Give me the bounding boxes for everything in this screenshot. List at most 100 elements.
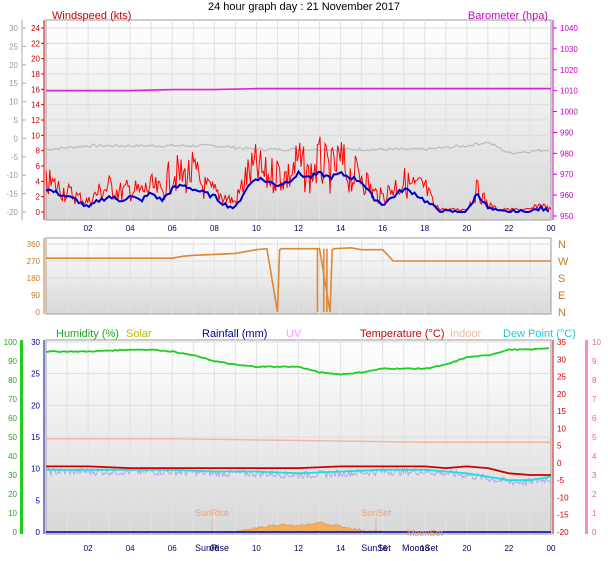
uv-tick-label: 1 <box>592 509 597 518</box>
x-tick-label: 10 <box>252 544 261 553</box>
outer-left-tick-label: 0 <box>14 134 19 143</box>
barometer-line <box>46 87 551 92</box>
x-tick-label: 04 <box>126 544 135 553</box>
outer-left-tick-label: -15 <box>6 190 18 199</box>
uv-tick-label: 8 <box>592 376 597 385</box>
uv-tick-label: 3 <box>592 471 597 480</box>
rainfall-tick-label: 30 <box>31 338 40 347</box>
sunrise-marker: SunRise <box>195 543 229 553</box>
inner-left-tick-label: 14 <box>31 101 40 110</box>
humidity-line <box>45 346 550 376</box>
panel1-x-ticks: 02 04 06 08 10 12 14 16 18 20 22 00 <box>84 224 556 233</box>
outer-left-tick-label: -5 <box>11 153 19 162</box>
x-tick-label: 12 <box>294 224 303 233</box>
inner-left-tick-label: 16 <box>31 85 40 94</box>
temperature-tick-label: 30 <box>557 355 566 364</box>
x-tick-label: 16 <box>378 224 387 233</box>
compass-label: W <box>558 256 569 268</box>
rainfall-tick-label: 5 <box>36 496 41 505</box>
panel1-axes: 302520151050-5-10-15-2024222018161412108… <box>6 20 578 221</box>
x-tick-label: 06 <box>168 544 177 553</box>
uv-tick-label: 4 <box>592 452 597 461</box>
outer-left-tick-label: 15 <box>9 79 18 88</box>
uv-tick-label: 10 <box>592 338 601 347</box>
right-tick-label: 970 <box>560 170 574 179</box>
temperature-tick-label: -10 <box>557 493 569 502</box>
temperature-tick-label: -5 <box>557 476 565 485</box>
x-tick-label: 14 <box>336 544 345 553</box>
humidity-tick-label: 30 <box>8 471 17 480</box>
panel1-series <box>45 87 552 214</box>
x-tick-label: 22 <box>504 224 513 233</box>
direction-tick-label: 90 <box>31 291 40 300</box>
right-tick-label: 960 <box>560 191 574 200</box>
inner-left-tick-label: 6 <box>36 162 41 171</box>
outer-left-tick-label: 25 <box>9 42 18 51</box>
direction-tick-label: 270 <box>27 257 41 266</box>
temperature-tick-label: 5 <box>557 442 562 451</box>
x-tick-label: 00 <box>547 544 556 553</box>
panel3-axes: 1009080706050403020100302520151050353025… <box>4 338 602 537</box>
inner-left-tick-label: 10 <box>31 131 40 140</box>
right-tick-label: 1020 <box>560 66 578 75</box>
humidity-tick-label: 20 <box>8 490 17 499</box>
panel2-grid <box>46 238 551 314</box>
uv-tick-label: 6 <box>592 414 597 423</box>
compass-label: E <box>558 290 565 302</box>
humidity-tick-label: 50 <box>8 433 17 442</box>
x-tick-label: 20 <box>462 544 471 553</box>
x-tick-label: 20 <box>462 224 471 233</box>
wind-direction-line <box>46 246 551 313</box>
panel1-grid <box>46 20 551 220</box>
sunset-marker: SunSet <box>361 543 391 553</box>
moonset-annotation: MoonSet <box>407 528 444 538</box>
temperature-ghost-line <box>45 141 550 155</box>
sunset-annotation: SunSet <box>361 508 391 518</box>
outer-left-tick-label: 20 <box>9 61 18 70</box>
outer-left-tick-label: 30 <box>9 24 18 33</box>
humidity-tick-label: 40 <box>8 452 17 461</box>
compass-label: N <box>558 307 566 319</box>
solar-area <box>214 521 384 533</box>
panel3-x-ticks: 02 04 06 08 10 12 14 16 18 20 22 00 <box>84 544 556 553</box>
dewpoint-label: Dew Point (°C) <box>503 328 576 340</box>
x-tick-label: 18 <box>420 224 429 233</box>
inner-left-tick-label: 22 <box>31 39 40 48</box>
x-tick-label: 02 <box>84 544 93 553</box>
temperature-tick-label: 20 <box>557 390 566 399</box>
uv-tick-label: 5 <box>592 433 597 442</box>
temperature-tick-label: 25 <box>557 373 566 382</box>
x-tick-label: 22 <box>504 544 513 553</box>
direction-tick-label: 0 <box>36 308 41 317</box>
humidity-tick-label: 0 <box>13 528 18 537</box>
humidity-tick-label: 70 <box>8 395 17 404</box>
inner-left-tick-label: 20 <box>31 55 40 64</box>
humidity-axis-bar <box>20 340 23 534</box>
x-tick-label: 18 <box>420 544 429 553</box>
direction-tick-label: 360 <box>27 240 41 249</box>
x-tick-label: 08 <box>210 224 219 233</box>
inner-left-tick-label: 4 <box>36 177 41 186</box>
chart-title: 24 hour graph day : 21 November 2017 <box>208 1 400 13</box>
sunrise-annotation: SunRise <box>195 508 229 518</box>
humidity-tick-label: 90 <box>8 357 17 366</box>
x-tick-label: 12 <box>294 544 303 553</box>
windspeed-avg-line <box>45 169 550 214</box>
moonset-marker: MoonSet <box>402 543 439 553</box>
indoor-label: Indoor <box>450 328 482 340</box>
temperature-label: Temperature (°C) <box>360 328 444 340</box>
uv-axis-bar <box>585 340 588 534</box>
right-tick-label: 1030 <box>560 45 578 54</box>
rainfall-tick-label: 25 <box>31 370 40 379</box>
inner-left-tick-label: 12 <box>31 116 40 125</box>
right-tick-label: 1000 <box>560 108 578 117</box>
humidity-tick-label: 100 <box>4 338 18 347</box>
humidity-label: Humidity (%) <box>56 328 119 340</box>
rainfall-tick-label: 0 <box>36 528 41 537</box>
outer-left-tick-label: -20 <box>6 208 18 217</box>
compass-label: S <box>558 273 565 285</box>
humidity-tick-label: 80 <box>8 376 17 385</box>
x-tick-label: 04 <box>126 224 135 233</box>
